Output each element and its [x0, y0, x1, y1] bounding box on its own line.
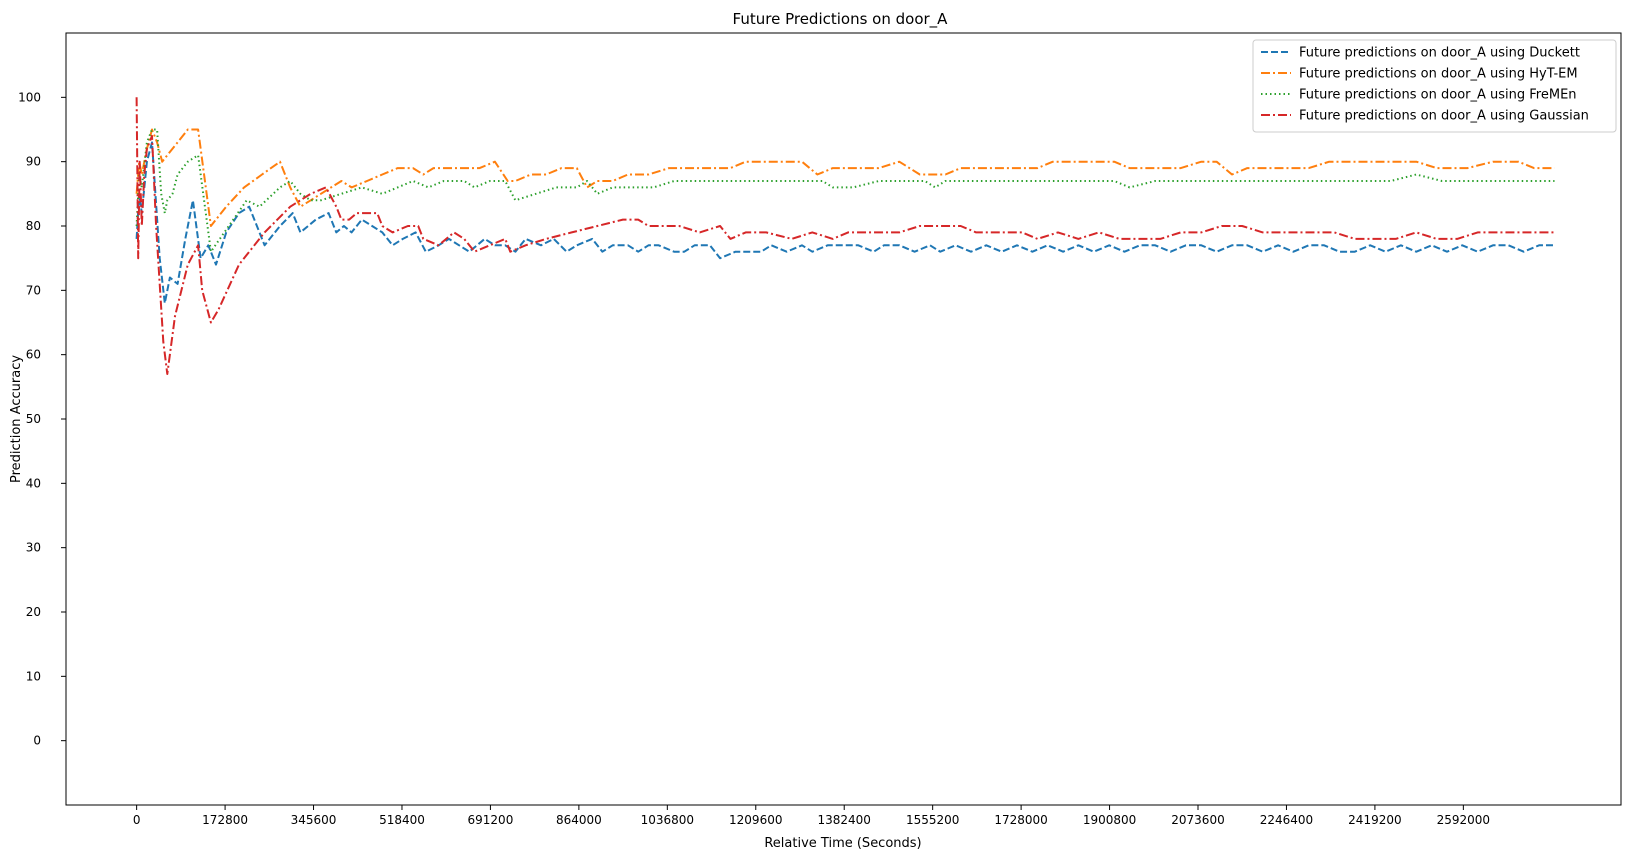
- series-line-2: [135, 128, 1555, 227]
- y-tick-label: 10: [26, 669, 41, 683]
- x-tick-label: 864000: [556, 813, 602, 827]
- y-tick-label: 50: [26, 412, 41, 426]
- x-tick-label: 691200: [468, 813, 514, 827]
- x-tick-label: 1036800: [641, 813, 694, 827]
- legend-label: Future predictions on door_A using FreME…: [1299, 88, 1577, 103]
- y-tick-label: 70: [26, 283, 41, 297]
- legend-label: Future predictions on door_A using Ducke…: [1299, 46, 1580, 61]
- plot-area: [65, 32, 1622, 806]
- x-tick-label: 2592000: [1437, 813, 1490, 827]
- x-tick-label: 345600: [291, 813, 337, 827]
- x-tick-label: 1555200: [906, 813, 959, 827]
- x-tick-label: 1728000: [994, 813, 1047, 827]
- y-tick-label: 60: [26, 348, 41, 362]
- y-tick-label: 80: [26, 219, 41, 233]
- x-tick-label: 2073600: [1171, 813, 1224, 827]
- x-tick-label: 2246400: [1260, 813, 1313, 827]
- legend-label: Future predictions on door_A using Gauss…: [1299, 109, 1589, 124]
- y-tick-label: 40: [26, 476, 41, 490]
- x-tick-label: 518400: [379, 813, 425, 827]
- chart-title: Future Predictions on door_A: [733, 10, 949, 29]
- legend: Future predictions on door_A using Ducke…: [1252, 39, 1617, 133]
- x-tick-label: 1209600: [729, 813, 782, 827]
- x-tick-label: 0: [133, 813, 141, 827]
- y-axis-label: Prediction Accuracy: [9, 355, 24, 483]
- y-tick-label: 30: [26, 541, 41, 555]
- x-tick-label: 1900800: [1083, 813, 1136, 827]
- x-axis: 0 172800 345600 518400 691200 864000 1036800 12…: [133, 805, 1490, 827]
- legend-label: Future predictions on door_A using HyT-E…: [1299, 67, 1578, 82]
- series-line-1: [135, 141, 1555, 305]
- x-axis-label: Relative Time (Seconds): [764, 836, 921, 851]
- series-line-4: [135, 97, 1555, 375]
- y-tick-label: 20: [26, 605, 41, 619]
- legend-box: [1252, 39, 1617, 133]
- y-tick-label: 0: [33, 734, 41, 748]
- series-line-3: [135, 128, 1555, 253]
- y-tick-label: 90: [26, 155, 41, 169]
- x-tick-label: 172800: [202, 813, 248, 827]
- x-tick-label: 2419200: [1348, 813, 1401, 827]
- series-lines: [135, 97, 1555, 375]
- y-axis: 0 10 20 30 40 50 60 70 80 90 100: [18, 90, 66, 748]
- y-tick-label: 100: [18, 90, 41, 104]
- x-tick-label: 1382400: [817, 813, 870, 827]
